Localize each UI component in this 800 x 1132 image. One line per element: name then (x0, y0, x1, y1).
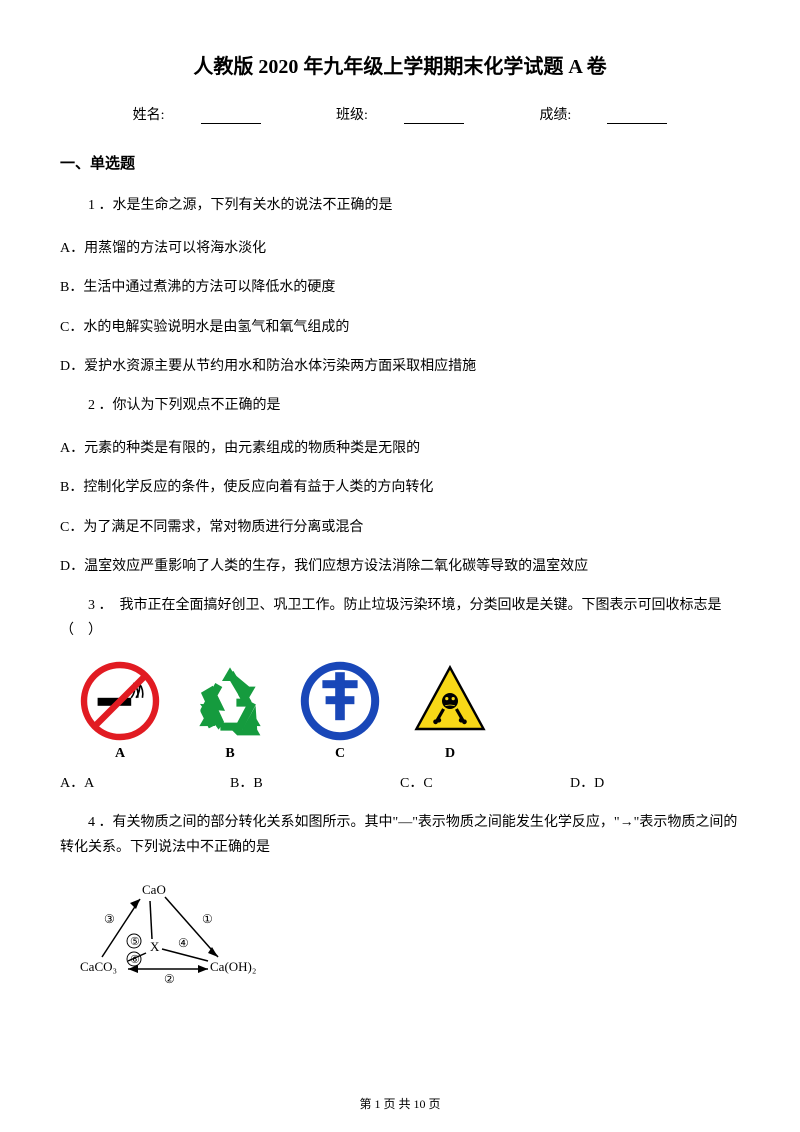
page-footer: 第 1 页 共 10 页 (0, 1095, 800, 1112)
diagram-node-cao: CaO (142, 882, 166, 897)
symbol-d-label: D (445, 746, 455, 762)
q1-option-a: A．用蒸馏的方法可以将海水淡化 (60, 236, 740, 261)
recycle-icon (190, 661, 270, 741)
class-label: 班级: (318, 108, 482, 123)
symbol-a-label: A (115, 746, 125, 762)
toxic-icon (410, 661, 490, 741)
q1-option-b: B．生活中通过煮沸的方法可以降低水的硬度 (60, 275, 740, 300)
q1-option-c: C．水的电解实验说明水是由氢气和氧气组成的 (60, 315, 740, 340)
diagram-label-6: ⑥ (130, 954, 140, 966)
diagram-node-caco3: CaCO₃ (80, 959, 117, 974)
q2-option-d: D．温室效应严重影响了人类的生存，我们应想方设法消除二氧化碳等导致的温室效应 (60, 554, 740, 579)
diagram-label-4: ④ (178, 936, 189, 950)
q3-opt-d: D．D (570, 772, 740, 792)
save-energy-icon (300, 661, 380, 741)
name-label: 姓名: (115, 108, 279, 123)
q4-diagram: CaO CaCO₃ Ca(OH)₂ X ① ② ③ ④ ⑤ ⑥ (80, 879, 740, 994)
symbol-c-label: C (335, 746, 345, 762)
q3-opt-a: A．A (60, 772, 230, 792)
symbol-c-group: C (300, 661, 380, 762)
section-header: 一、单选题 (60, 152, 740, 173)
no-smoking-icon (80, 661, 160, 741)
q1-option-d: D．爱护水资源主要从节约用水和防治水体污染两方面采取相应措施 (60, 354, 740, 379)
question-3-text: 3 ． 我市正在全面搞好创卫、巩卫工作。防止垃圾污染环境，分类回收是关键。下图表… (60, 593, 740, 643)
symbol-b-label: B (225, 746, 234, 762)
q3-options-row: A．A B．B C．C D．D (60, 772, 740, 792)
q3-opt-b: B．B (230, 772, 400, 792)
question-1-text: 1 ．水是生命之源，下列有关水的说法不正确的是 (60, 193, 740, 218)
diagram-label-2: ② (164, 972, 175, 986)
student-info-line: 姓名: 班级: 成绩: (60, 104, 740, 124)
q2-option-b: B．控制化学反应的条件，使反应向着有益于人类的方向转化 (60, 475, 740, 500)
diagram-node-x: X (150, 939, 160, 954)
symbol-b-group: B (190, 661, 270, 762)
diagram-label-1: ① (202, 912, 213, 926)
diagram-label-5: ⑤ (130, 936, 140, 948)
question-4-text: 4 ．有关物质之间的部分转化关系如图所示。其中"—"表示物质之间能发生化学反应，… (60, 810, 740, 860)
score-label: 成绩: (521, 108, 685, 123)
diagram-node-caoh2: Ca(OH)₂ (210, 959, 256, 974)
diagram-label-3: ③ (104, 912, 115, 926)
q3-opt-c: C．C (400, 772, 570, 792)
question-2-text: 2 ．你认为下列观点不正确的是 (60, 393, 740, 418)
reaction-diagram-icon: CaO CaCO₃ Ca(OH)₂ X ① ② ③ ④ ⑤ ⑥ (80, 879, 280, 989)
symbol-d-group: D (410, 661, 490, 762)
q2-option-a: A．元素的种类是有限的，由元素组成的物质种类是无限的 (60, 436, 740, 461)
q2-option-c: C．为了满足不同需求，常对物质进行分离或混合 (60, 515, 740, 540)
symbols-row: A B C (80, 661, 740, 762)
symbol-a-group: A (80, 661, 160, 762)
page-title: 人教版 2020 年九年级上学期期末化学试题 A 卷 (60, 50, 740, 79)
